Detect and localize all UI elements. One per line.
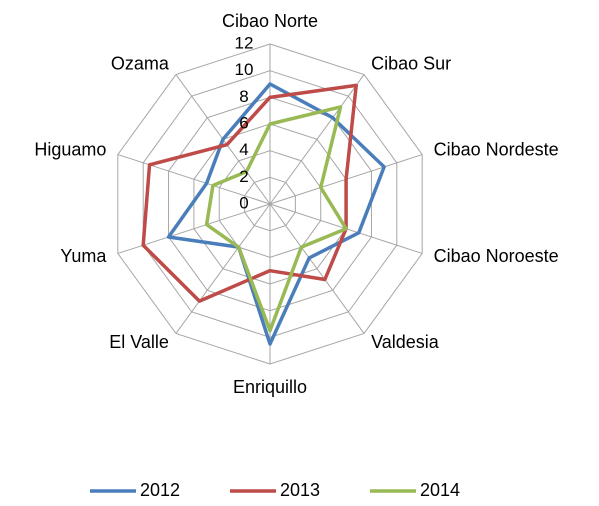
y-tick-label: 12 xyxy=(235,33,254,52)
spoke xyxy=(269,74,365,205)
category-label: Yuma xyxy=(60,246,107,266)
series-line xyxy=(141,83,358,303)
legend-label: 2013 xyxy=(280,480,320,500)
category-label: Enriquillo xyxy=(233,377,307,397)
series-line xyxy=(166,82,386,346)
y-tick-label: 8 xyxy=(239,87,248,106)
category-label: Cibao Nordeste xyxy=(434,140,559,160)
series-line xyxy=(204,105,348,333)
y-tick-label: 10 xyxy=(235,60,254,79)
legend-label: 2014 xyxy=(420,480,460,500)
spoke xyxy=(269,203,365,334)
legend-label: 2012 xyxy=(140,480,180,500)
y-tick-label: 0 xyxy=(239,193,248,212)
spoke xyxy=(117,154,271,205)
category-label: Cibao Norte xyxy=(222,11,318,31)
category-label: Cibao Sur xyxy=(371,54,451,74)
category-label: Ozama xyxy=(111,54,170,74)
category-label: El Valle xyxy=(109,332,169,352)
category-label: Higuamo xyxy=(34,140,106,160)
y-tick-label: 4 xyxy=(239,140,248,159)
category-label: Valdesia xyxy=(371,332,440,352)
category-label: Cibao Noroeste xyxy=(434,246,559,266)
y-tick-label: 6 xyxy=(239,113,248,132)
spoke xyxy=(175,203,271,334)
y-tick-label: 2 xyxy=(239,167,248,186)
